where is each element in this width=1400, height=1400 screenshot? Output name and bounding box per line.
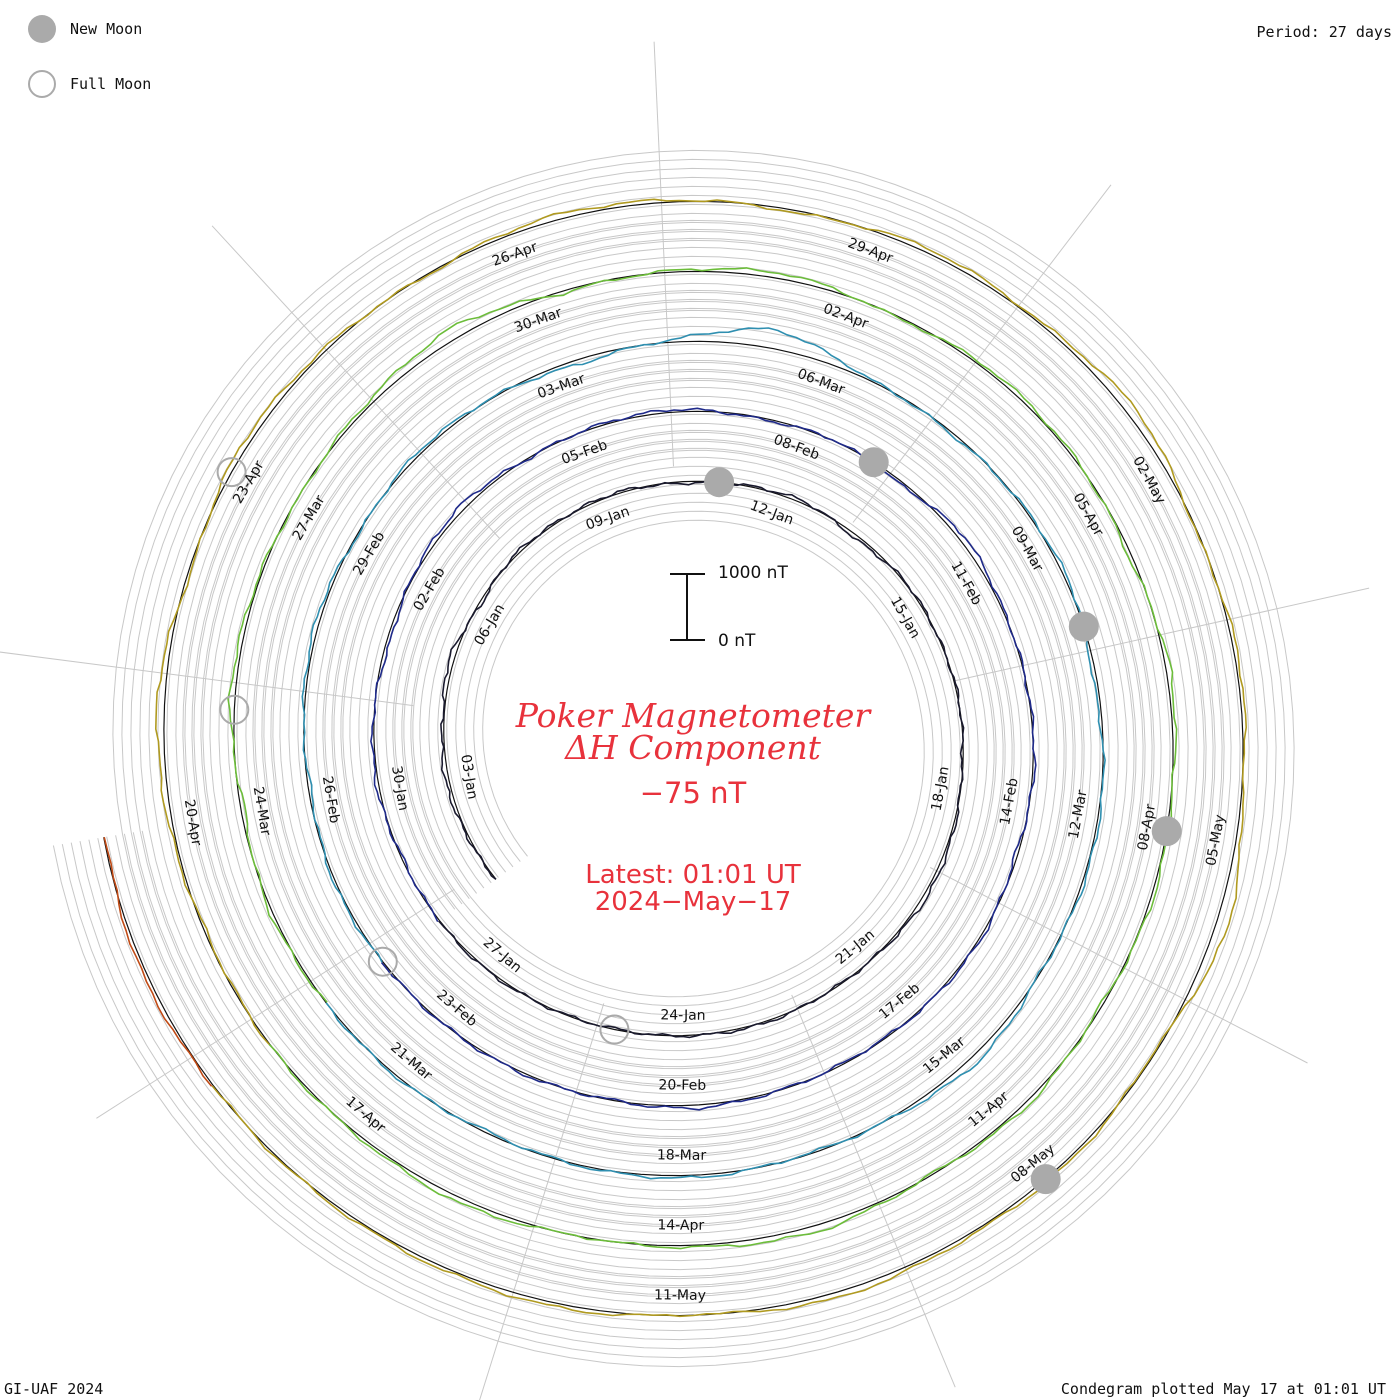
new-moon-marker <box>858 447 889 478</box>
date-label: 15-Mar <box>920 1034 968 1078</box>
latest-date: 2024−May−17 <box>594 887 792 917</box>
grid-spiral <box>141 239 1205 1278</box>
date-label: 20-Apr <box>181 798 204 847</box>
date-label: 03-Jan <box>457 753 480 800</box>
date-label: 24-Mar <box>250 785 274 836</box>
new-moon-icon <box>28 15 56 43</box>
grid-spiral <box>97 194 1250 1323</box>
new-moon-marker <box>704 467 735 498</box>
grid-spoke <box>929 867 1308 1064</box>
date-label: 30-Jan <box>388 765 411 812</box>
grid-spoke <box>852 184 1112 523</box>
baseline-spiral-path <box>103 200 1244 1317</box>
grid-spiral <box>52 149 1295 1368</box>
date-label: 26-Feb <box>319 775 343 825</box>
date-label: 14-Apr <box>657 1217 704 1233</box>
grid-spiral <box>61 158 1286 1359</box>
scale-bottom-label: 0 nT <box>718 631 756 651</box>
grid-spiral <box>123 221 1223 1296</box>
scale-bar <box>670 573 705 641</box>
moon-markers <box>216 447 1182 1195</box>
new-moon-marker <box>1068 611 1099 642</box>
date-label: 02-May <box>1129 454 1168 507</box>
full-moon-marker <box>599 1014 630 1045</box>
date-label: 08-Feb <box>771 432 821 464</box>
date-label: 09-Mar <box>1008 524 1046 575</box>
grid-spoke <box>954 587 1370 682</box>
grid-layer <box>52 149 1295 1368</box>
grid-spiral <box>115 212 1232 1305</box>
new-moon-marker <box>1030 1164 1061 1195</box>
series-line-2 <box>370 407 1037 1111</box>
legend-new-moon: New Moon <box>28 15 142 43</box>
series-line-3 <box>301 327 1106 1180</box>
grid-spiral <box>88 185 1259 1332</box>
grid-spiral <box>106 203 1241 1314</box>
grid-spoke <box>791 994 956 1388</box>
grid-spiral <box>79 176 1268 1341</box>
scale-top-label: 1000 nT <box>718 563 788 583</box>
chart-title: Poker Magnetometer <box>515 696 871 735</box>
grid-spoke <box>211 225 501 539</box>
legend-new-moon-label: New Moon <box>70 20 143 38</box>
current-value: −75 nT <box>639 776 747 810</box>
date-label: 18-Mar <box>657 1147 707 1164</box>
grid-spiral <box>132 230 1214 1287</box>
grid-spoke <box>653 41 674 467</box>
series-line-5 <box>155 198 1247 1318</box>
baseline-spiral <box>103 200 1244 1317</box>
grid-spoke <box>479 1003 605 1400</box>
footer-credit: GI-UAF 2024 <box>4 1380 104 1398</box>
legend-full-moon-label: Full Moon <box>70 75 152 93</box>
spoke-layer <box>0 41 1370 1400</box>
full-moon-marker <box>367 946 398 977</box>
footer-plotted: Condegram plotted May 17 at 01:01 UT <box>1060 1380 1386 1398</box>
full-moon-marker <box>216 457 247 488</box>
date-label: 24-Jan <box>660 1007 705 1023</box>
new-moon-marker <box>1151 816 1182 847</box>
date-label: 11-May <box>654 1287 706 1304</box>
latest-time: Latest: 01:01 UT <box>585 860 801 890</box>
legend-full-moon: Full Moon <box>28 70 151 98</box>
period-label: Period: 27 days <box>1256 23 1392 41</box>
full-moon-marker <box>219 694 250 725</box>
grid-spiral <box>70 167 1277 1350</box>
date-label: 05-May <box>1203 813 1228 867</box>
full-moon-icon <box>28 70 56 98</box>
date-label: 20-Feb <box>658 1077 706 1093</box>
series-line-4 <box>227 267 1178 1250</box>
grid-spoke <box>0 651 414 707</box>
series-layer <box>103 198 1247 1318</box>
chart-subtitle: ΔH Component <box>565 728 821 767</box>
grid-spoke <box>96 888 455 1119</box>
series-line-6 <box>103 837 213 1087</box>
series-line-1 <box>438 480 965 1039</box>
